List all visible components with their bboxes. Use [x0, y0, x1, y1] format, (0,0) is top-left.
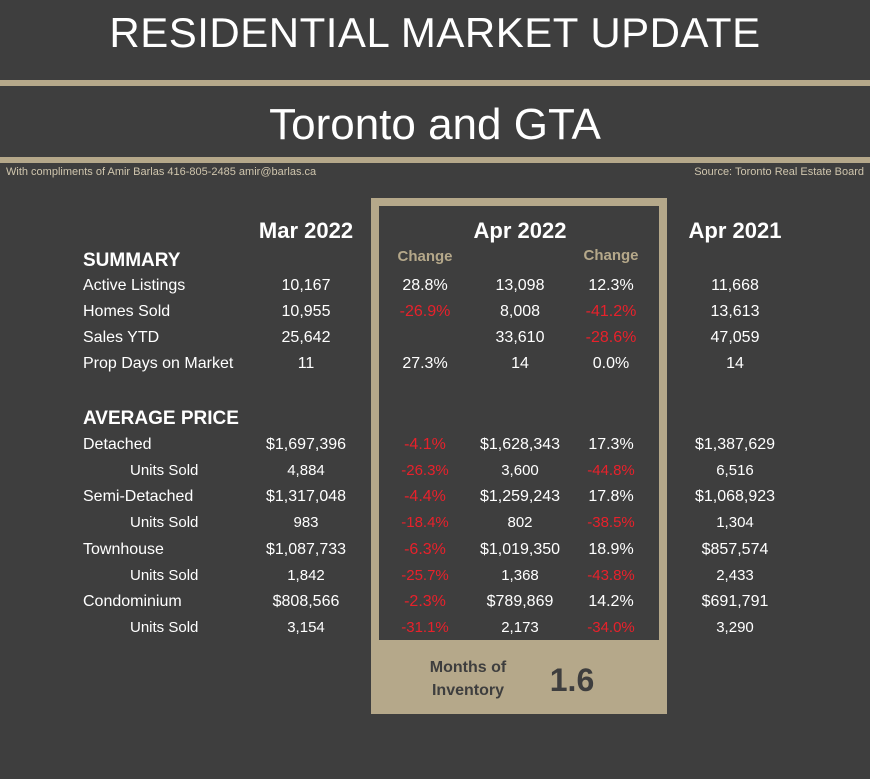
apr-2022-value: 14: [511, 355, 529, 372]
mar-2022-value: $1,317,048: [265, 488, 347, 505]
mar-2022-value: 3,154: [287, 619, 325, 636]
table-row: Units Sold 983 -18.4% 802 -38.5% 1,304: [0, 510, 870, 536]
row-label: Townhouse: [83, 541, 164, 558]
change-yoy-value: -44.8%: [587, 462, 635, 479]
change-yoy-value: 17.3%: [588, 436, 634, 453]
apr-2021-value: $1,387,629: [694, 436, 776, 453]
change-mom-value: 27.3%: [402, 355, 448, 372]
row-label: Sales YTD: [83, 329, 160, 346]
section-summary: SUMMARY: [83, 250, 181, 271]
top-divider: [0, 80, 870, 86]
apr-2022-value: 2,173: [501, 619, 539, 636]
apr-2021-value: 13,613: [710, 303, 760, 320]
change-yoy-value: 18.9%: [588, 541, 634, 558]
row-label: Units Sold: [130, 567, 199, 584]
mar-2022-value: 1,842: [287, 567, 325, 584]
mar-2022-value: 10,167: [281, 277, 331, 294]
change-mom-value: -2.3%: [404, 593, 446, 610]
page-title: RESIDENTIAL MARKET UPDATE: [109, 9, 761, 56]
change-yoy-value: -28.6%: [585, 329, 637, 346]
apr-2021-value: 47,059: [710, 329, 760, 346]
apr-2021-value: $691,791: [701, 593, 769, 610]
row-label: Condominium: [83, 593, 182, 610]
apr-2021-value: 11,668: [711, 277, 759, 294]
apr-2022-value: 1,368: [501, 567, 539, 584]
apr-2022-value: 802: [507, 514, 533, 531]
row-label: Semi-Detached: [83, 488, 194, 505]
change-mom-value: 28.8%: [402, 277, 448, 294]
column-header-apr-2021: Apr 2021: [688, 218, 782, 243]
change-header-yoy: Change: [583, 247, 639, 264]
row-label: Detached: [83, 436, 152, 453]
mar-2022-value: 983: [293, 514, 319, 531]
table-row: Condominium $808,566 -2.3% $789,869 14.2% $69…: [0, 589, 870, 615]
apr-2022-value: $1,019,350: [479, 541, 561, 558]
apr-2021-value: $1,068,923: [694, 488, 776, 505]
row-label: Units Sold: [130, 514, 199, 531]
months-of-inventory-value: 1.6: [549, 662, 595, 698]
table-row: Semi-Detached $1,317,048 -4.4% $1,259,243 17…: [0, 484, 870, 510]
section-average-price: AVERAGE PRICE: [83, 408, 239, 429]
table-row: Townhouse $1,087,733 -6.3% $1,019,350 18.9% $…: [0, 537, 870, 563]
apr-2022-value: 33,610: [495, 329, 545, 346]
apr-2022-value: $1,259,243: [479, 488, 561, 505]
change-mom-value: -4.1%: [404, 436, 446, 453]
source-text: Source: Toronto Real Estate Board: [694, 166, 864, 178]
apr-2021-value: 2,433: [716, 567, 754, 584]
table-row: Active Listings 10,167 28.8% 13,098 12.3% 11,…: [0, 273, 870, 299]
table-row: Prop Days on Market 11 27.3% 14 0.0% 14: [0, 351, 870, 377]
apr-2022-value: 8,008: [499, 303, 541, 320]
change-mom-value: -18.4%: [401, 514, 449, 531]
change-yoy-value: -43.8%: [587, 567, 635, 584]
mar-2022-value: $1,697,396: [265, 436, 347, 453]
change-mom-value: -25.7%: [401, 567, 449, 584]
bottom-divider: [0, 157, 870, 163]
mar-2022-value: 10,955: [281, 303, 331, 320]
change-yoy-value: 14.2%: [588, 593, 634, 610]
apr-2022-value: $1,628,343: [479, 436, 561, 453]
row-label: Units Sold: [130, 462, 199, 479]
months-of-inventory-label: Months of Inventory: [429, 659, 507, 699]
table-row: Sales YTD 25,642 33,610 -28.6% 47,059: [0, 325, 870, 351]
change-yoy-value: 0.0%: [592, 355, 630, 372]
mar-2022-value: 25,642: [281, 329, 331, 346]
mar-2022-value: 11: [297, 355, 315, 372]
table-row: Units Sold 1,842 -25.7% 1,368 -43.8% 2,433: [0, 563, 870, 589]
change-mom-value: -4.4%: [404, 488, 446, 505]
change-yoy-value: 17.8%: [588, 488, 634, 505]
change-mom-value: -6.3%: [404, 541, 446, 558]
apr-2022-value: 13,098: [495, 277, 545, 294]
mar-2022-value: $808,566: [272, 593, 340, 610]
apr-2022-value: $789,869: [486, 593, 554, 610]
apr-2022-value: 3,600: [501, 462, 539, 479]
mar-2022-value: 4,884: [287, 462, 325, 479]
column-header-apr-2022: Apr 2022: [473, 218, 567, 243]
table-row: Units Sold 3,154 -31.1% 2,173 -34.0% 3,290: [0, 615, 870, 641]
change-yoy-value: -41.2%: [585, 303, 637, 320]
apr-2021-value: $857,574: [701, 541, 769, 558]
change-yoy-value: -38.5%: [587, 514, 635, 531]
change-yoy-value: 12.3%: [588, 277, 634, 294]
change-mom-value: -26.9%: [399, 303, 451, 320]
table-row: Homes Sold 10,955 -26.9% 8,008 -41.2% 13,613: [0, 299, 870, 325]
apr-2021-value: 14: [726, 355, 744, 372]
change-yoy-value: -34.0%: [587, 619, 635, 636]
change-header-mom: Change: [397, 248, 453, 265]
region-title: Toronto and GTA: [269, 100, 601, 149]
credit-text: With compliments of Amir Barlas 416-805-…: [6, 166, 317, 178]
row-label: Prop Days on Market: [83, 355, 234, 372]
row-label: Units Sold: [130, 619, 199, 636]
apr-2022-panel-inner: [379, 206, 659, 640]
column-header-mar-2022: Mar 2022: [258, 218, 354, 243]
table-row: Units Sold 4,884 -26.3% 3,600 -44.8% 6,516: [0, 458, 870, 484]
apr-2021-value: 6,516: [716, 462, 754, 479]
change-mom-value: -31.1%: [401, 619, 449, 636]
table-row: Detached $1,697,396 -4.1% $1,628,343 17.3% $1…: [0, 432, 870, 458]
row-label: Active Listings: [83, 277, 186, 294]
change-mom-value: -26.3%: [401, 462, 449, 479]
mar-2022-value: $1,087,733: [265, 541, 347, 558]
row-label: Homes Sold: [83, 303, 171, 320]
apr-2021-value: 3,290: [716, 619, 754, 636]
apr-2021-value: 1,304: [716, 514, 754, 531]
